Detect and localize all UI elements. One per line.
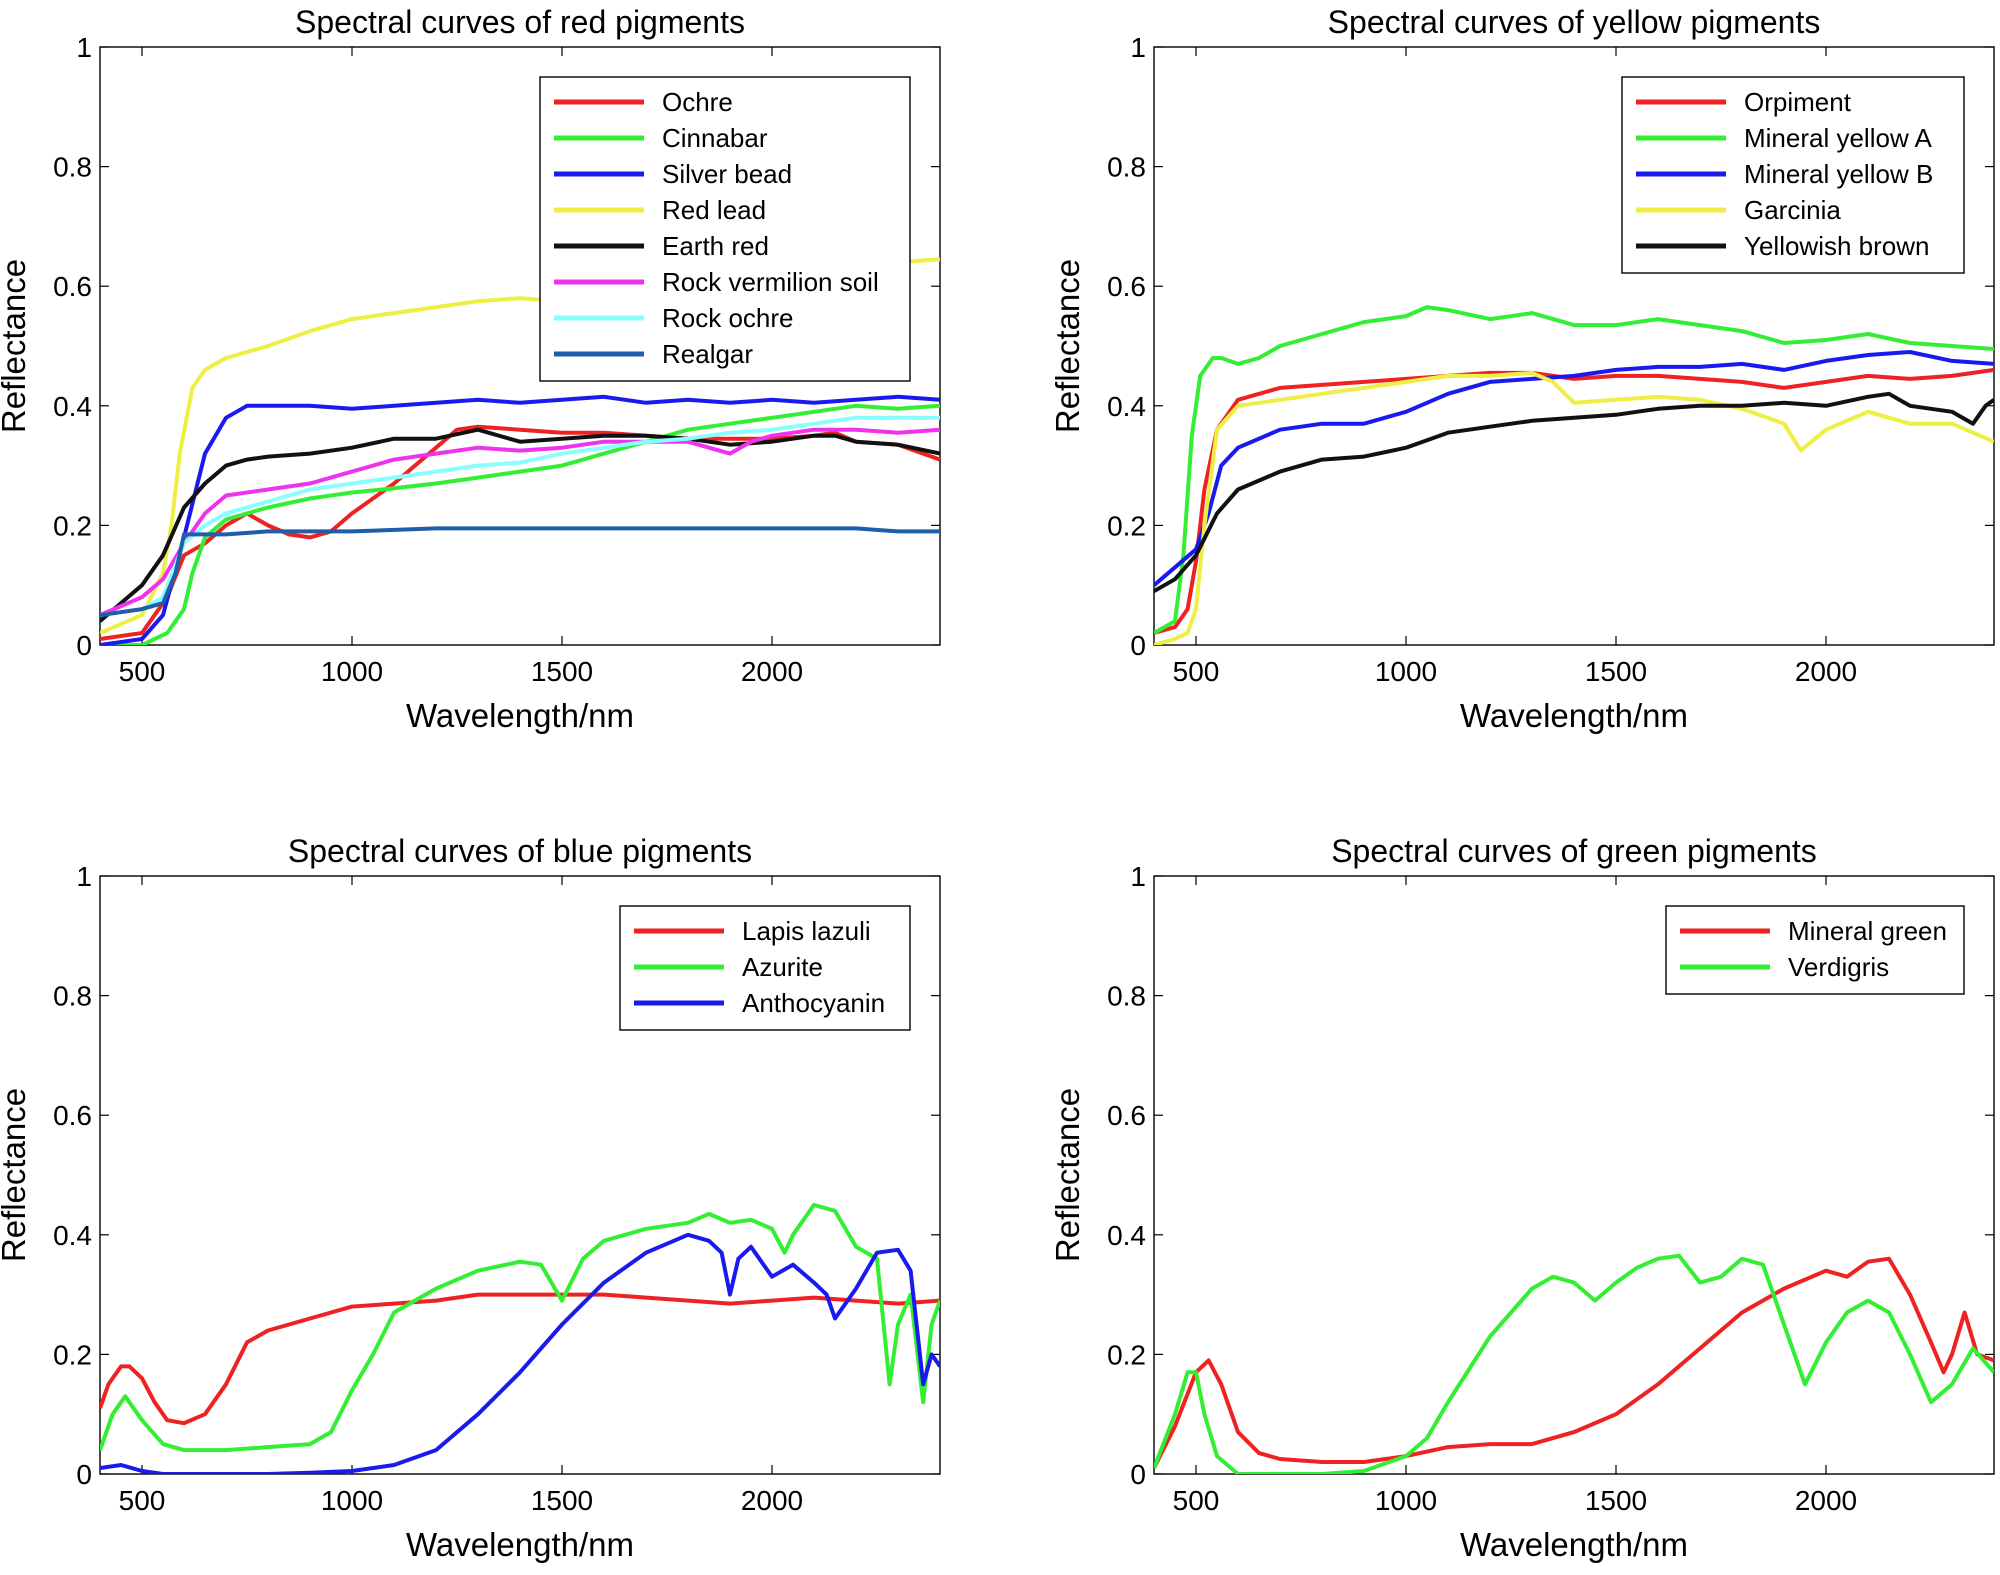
chart-title: Spectral curves of red pigments <box>295 4 745 40</box>
x-tick-label: 2000 <box>1795 656 1857 687</box>
x-axis-label: Wavelength/nm <box>1460 1526 1688 1563</box>
y-tick-label: 0.2 <box>53 1339 92 1370</box>
y-axis-label: Reflectance <box>1049 259 1086 433</box>
legend-label: Garcinia <box>1744 195 1841 225</box>
y-tick-label: 0.4 <box>53 391 92 422</box>
y-tick-label: 0 <box>1130 1459 1146 1490</box>
series-line-rock-ochre <box>100 415 940 618</box>
series-line-rock-vermilion-soil <box>100 427 940 617</box>
chart-panel-3: Spectral curves of blue pigments 500 1000 1… <box>0 833 941 1563</box>
x-tick-label: 1000 <box>321 656 383 687</box>
legend-label: Cinnabar <box>662 123 768 153</box>
x-tick-label: 1500 <box>531 656 593 687</box>
chart-panel-1: Spectral curves of red pigments 500 1000 15… <box>0 4 941 734</box>
y-axis-label: Reflectance <box>0 1088 32 1262</box>
x-tick-label: 500 <box>119 656 166 687</box>
x-tick-label: 1000 <box>1375 1485 1437 1516</box>
chart-title: Spectral curves of yellow pigments <box>1328 4 1821 40</box>
y-tick-label: 0.2 <box>1107 1339 1146 1370</box>
y-axis-label: Reflectance <box>1049 1088 1086 1262</box>
x-axis-label: Wavelength/nm <box>406 697 634 734</box>
y-tick-label: 0.8 <box>1107 152 1146 183</box>
y-axis-label: Reflectance <box>0 259 32 433</box>
chart-title: Spectral curves of blue pigments <box>288 833 752 869</box>
series-line-silver-bead <box>100 394 940 645</box>
x-tick-label: 2000 <box>1795 1485 1857 1516</box>
series-line-anthocyanin <box>100 1232 940 1474</box>
legend-label: Orpiment <box>1744 87 1852 117</box>
legend-label: Ochre <box>662 87 733 117</box>
y-tick-label: 0.4 <box>53 1220 92 1251</box>
x-tick-label: 500 <box>119 1485 166 1516</box>
x-tick-label: 1000 <box>1375 656 1437 687</box>
y-tick-label: 1 <box>1130 32 1146 63</box>
y-tick-label: 0.2 <box>1107 510 1146 541</box>
y-tick-label: 1 <box>76 32 92 63</box>
y-tick-label: 0 <box>76 1459 92 1490</box>
series-line-orpiment <box>1154 367 1994 635</box>
legend: Orpiment Mineral yellow A Mineral yellow B… <box>1621 76 1965 274</box>
y-tick-label: 0.4 <box>1107 391 1146 422</box>
y-tick-label: 1 <box>76 861 92 892</box>
y-tick-label: 0.8 <box>1107 981 1146 1012</box>
x-tick-label: 500 <box>1173 1485 1220 1516</box>
series-line-mineral-yellow-b <box>1154 350 1994 587</box>
legend-label: Mineral green <box>1788 916 1947 946</box>
legend-label: Mineral yellow A <box>1744 123 1933 153</box>
y-tick-label: 0.4 <box>1107 1220 1146 1251</box>
y-tick-label: 0 <box>76 630 92 661</box>
y-tick-label: 1 <box>1130 861 1146 892</box>
legend-label: Silver bead <box>662 159 792 189</box>
x-axis-label: Wavelength/nm <box>1460 697 1688 734</box>
series-line-realgar <box>100 526 940 618</box>
legend-label: Rock ochre <box>662 303 794 333</box>
series-line-lapis-lazuli <box>100 1292 940 1426</box>
legend-box <box>539 76 911 382</box>
legend-label: Anthocyanin <box>742 988 885 1018</box>
legend-label: Mineral yellow B <box>1744 159 1933 189</box>
series-line-earth-red <box>100 427 940 623</box>
legend-label: Realgar <box>662 339 753 369</box>
y-tick-label: 0.6 <box>1107 1100 1146 1131</box>
legend: Lapis lazuli Azurite Anthocyanin <box>619 905 911 1031</box>
chart-title: Spectral curves of green pigments <box>1331 833 1817 869</box>
legend-label: Earth red <box>662 231 769 261</box>
legend-label: Red lead <box>662 195 766 225</box>
legend: Mineral green Verdigris <box>1665 905 1965 995</box>
x-tick-label: 2000 <box>741 1485 803 1516</box>
legend-label: Rock vermilion soil <box>662 267 879 297</box>
x-tick-label: 1500 <box>1585 1485 1647 1516</box>
chart-panel-4: Spectral curves of green pigments 500 1000… <box>1049 833 1995 1563</box>
x-tick-label: 1500 <box>1585 656 1647 687</box>
legend: Ochre Cinnabar Silver bead Red lead Earth re… <box>539 76 911 382</box>
series-line-garcinia <box>1154 370 1994 645</box>
series-line-yellowish-brown <box>1154 391 1994 593</box>
series-line-verdigris <box>1154 1253 1994 1474</box>
x-axis-label: Wavelength/nm <box>406 1526 634 1563</box>
x-tick-label: 2000 <box>741 656 803 687</box>
series-line-cinnabar <box>100 403 940 645</box>
y-tick-label: 0.6 <box>53 1100 92 1131</box>
series-line-mineral-green <box>1154 1256 1994 1469</box>
y-tick-label: 0.8 <box>53 981 92 1012</box>
y-tick-label: 0.6 <box>1107 271 1146 302</box>
y-tick-label: 0.6 <box>53 271 92 302</box>
legend-label: Verdigris <box>1788 952 1889 982</box>
legend-box <box>1665 905 1965 995</box>
legend-label: Azurite <box>742 952 823 982</box>
legend-label: Lapis lazuli <box>742 916 871 946</box>
x-tick-label: 1000 <box>321 1485 383 1516</box>
y-tick-label: 0.8 <box>53 152 92 183</box>
x-tick-label: 1500 <box>531 1485 593 1516</box>
y-tick-label: 0.2 <box>53 510 92 541</box>
x-tick-label: 500 <box>1173 656 1220 687</box>
series-line-mineral-yellow-a <box>1154 305 1994 635</box>
legend-label: Yellowish brown <box>1744 231 1929 261</box>
y-tick-label: 0 <box>1130 630 1146 661</box>
